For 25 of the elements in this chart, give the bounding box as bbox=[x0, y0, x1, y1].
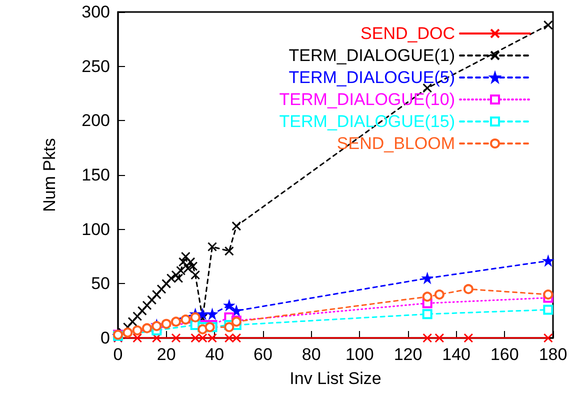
legend-label: TERM_DIALOGUE(5) bbox=[288, 68, 455, 87]
x-tick-label: 60 bbox=[254, 345, 272, 364]
legend-label: SEND_DOC bbox=[360, 24, 455, 43]
x-tick-label: 40 bbox=[205, 345, 224, 364]
y-tick-label: 50 bbox=[91, 274, 110, 294]
y-tick-label: 250 bbox=[82, 56, 110, 76]
x-axis-title: Inv List Size bbox=[290, 369, 382, 388]
y-tick-label: 0 bbox=[100, 328, 110, 348]
legend-label: SEND_BLOOM bbox=[336, 134, 455, 153]
y-tick-label: 100 bbox=[82, 220, 110, 239]
x-tick-label: 0 bbox=[113, 345, 123, 364]
x-tick-label: 100 bbox=[345, 345, 374, 364]
x-tick-label: 20 bbox=[156, 345, 176, 364]
x-tick-label: 180 bbox=[538, 345, 568, 364]
legend-label: TERM_DIALOGUE(1) bbox=[288, 46, 455, 65]
legend-label: TERM_DIALOGUE(10) bbox=[279, 90, 455, 109]
y-tick-label: 300 bbox=[82, 2, 110, 22]
legend-label: TERM_DIALOGUE(15) bbox=[279, 112, 455, 131]
x-tick-label: 120 bbox=[394, 345, 422, 364]
y-tick-label: 150 bbox=[82, 166, 110, 184]
y-axis-title: Num Pkts bbox=[40, 138, 59, 212]
y-tick-label: 200 bbox=[82, 111, 110, 130]
x-tick-label: 160 bbox=[490, 345, 519, 364]
x-tick-label: 140 bbox=[442, 345, 471, 364]
x-tick-label: 80 bbox=[302, 345, 321, 364]
